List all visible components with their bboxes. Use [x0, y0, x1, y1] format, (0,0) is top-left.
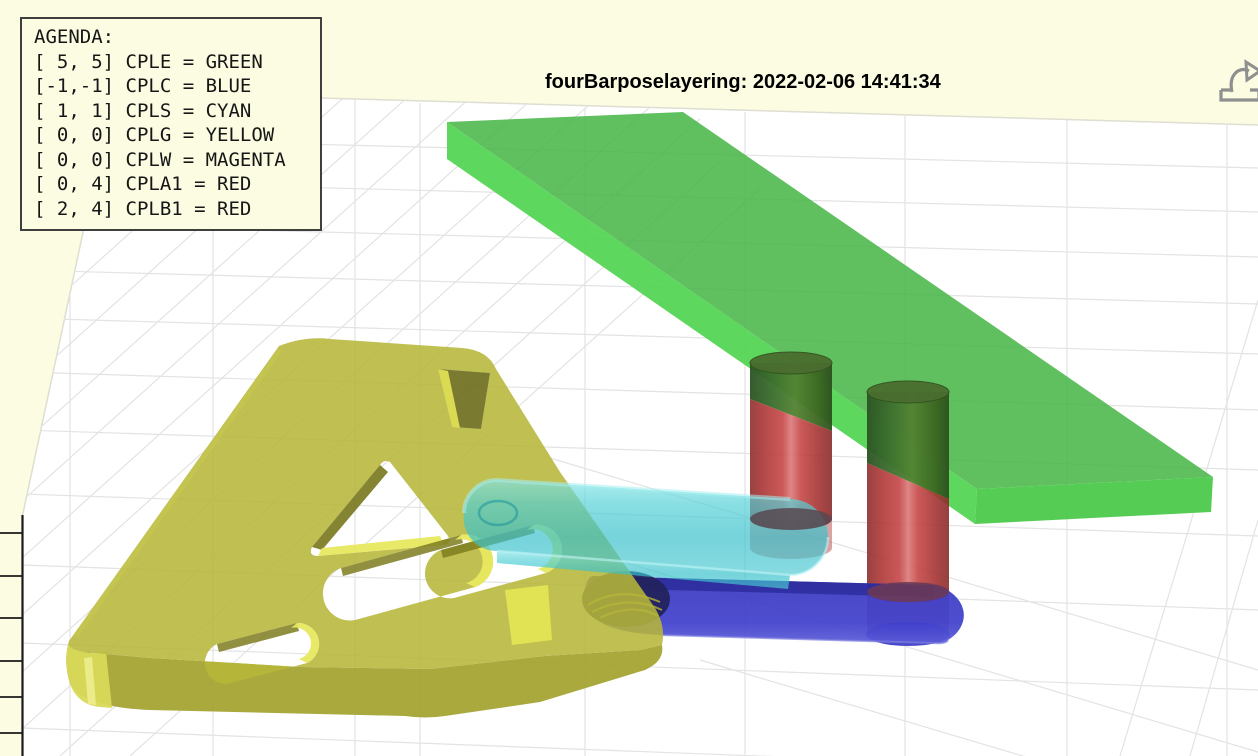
pin-shaft: [867, 463, 949, 603]
cyan-link-body: [463, 480, 828, 575]
agenda-entry-cple: [ 5, 5] CPLE = GREEN: [34, 50, 263, 73]
green-plate-top: [447, 112, 1213, 489]
agenda-entry-cplb1: [ 2, 4] CPLB1 = RED: [34, 197, 252, 220]
cyan-link-cpls: [462, 477, 832, 589]
agenda-heading: AGENDA:: [34, 26, 115, 48]
yellow-plate-cplg: [66, 338, 664, 718]
pin-top-cap: [866, 380, 950, 404]
green-plate-cple: [447, 112, 1213, 524]
pin-hole-rim: [750, 508, 832, 530]
agenda-entry-cplc: [-1,-1] CPLC = BLUE: [34, 75, 252, 97]
green-plate-end: [975, 477, 1213, 524]
share-button[interactable]: [1214, 50, 1258, 106]
blue-link-cplc: [585, 576, 964, 646]
share-icon: [1219, 59, 1258, 102]
pin-hole-rim: [867, 582, 949, 602]
cyan-link-hole: [477, 499, 519, 527]
agenda-entry-cpls: [ 1, 1] CPLS = CYAN: [34, 99, 252, 122]
green-plate-front: [447, 122, 977, 524]
viewport-title: fourBarposelayering: 2022-02-06 14:41:34: [545, 71, 941, 93]
agenda-entry-cpla1: [ 0, 4] CPLA1 = RED: [34, 173, 252, 195]
agenda-legend: AGENDA: [ 5, 5] CPLE = GREEN [-1,-1] CPL…: [20, 17, 322, 231]
agenda-entry-cplg: [ 0, 0] CPLG = YELLOW: [34, 124, 275, 146]
axis-ruler: [0, 515, 24, 756]
agenda-entry-cplw: [ 0, 0] CPLW = MAGENTA: [34, 148, 286, 171]
yellow-plate-front: [66, 641, 663, 718]
pin-top-cap: [749, 351, 833, 375]
